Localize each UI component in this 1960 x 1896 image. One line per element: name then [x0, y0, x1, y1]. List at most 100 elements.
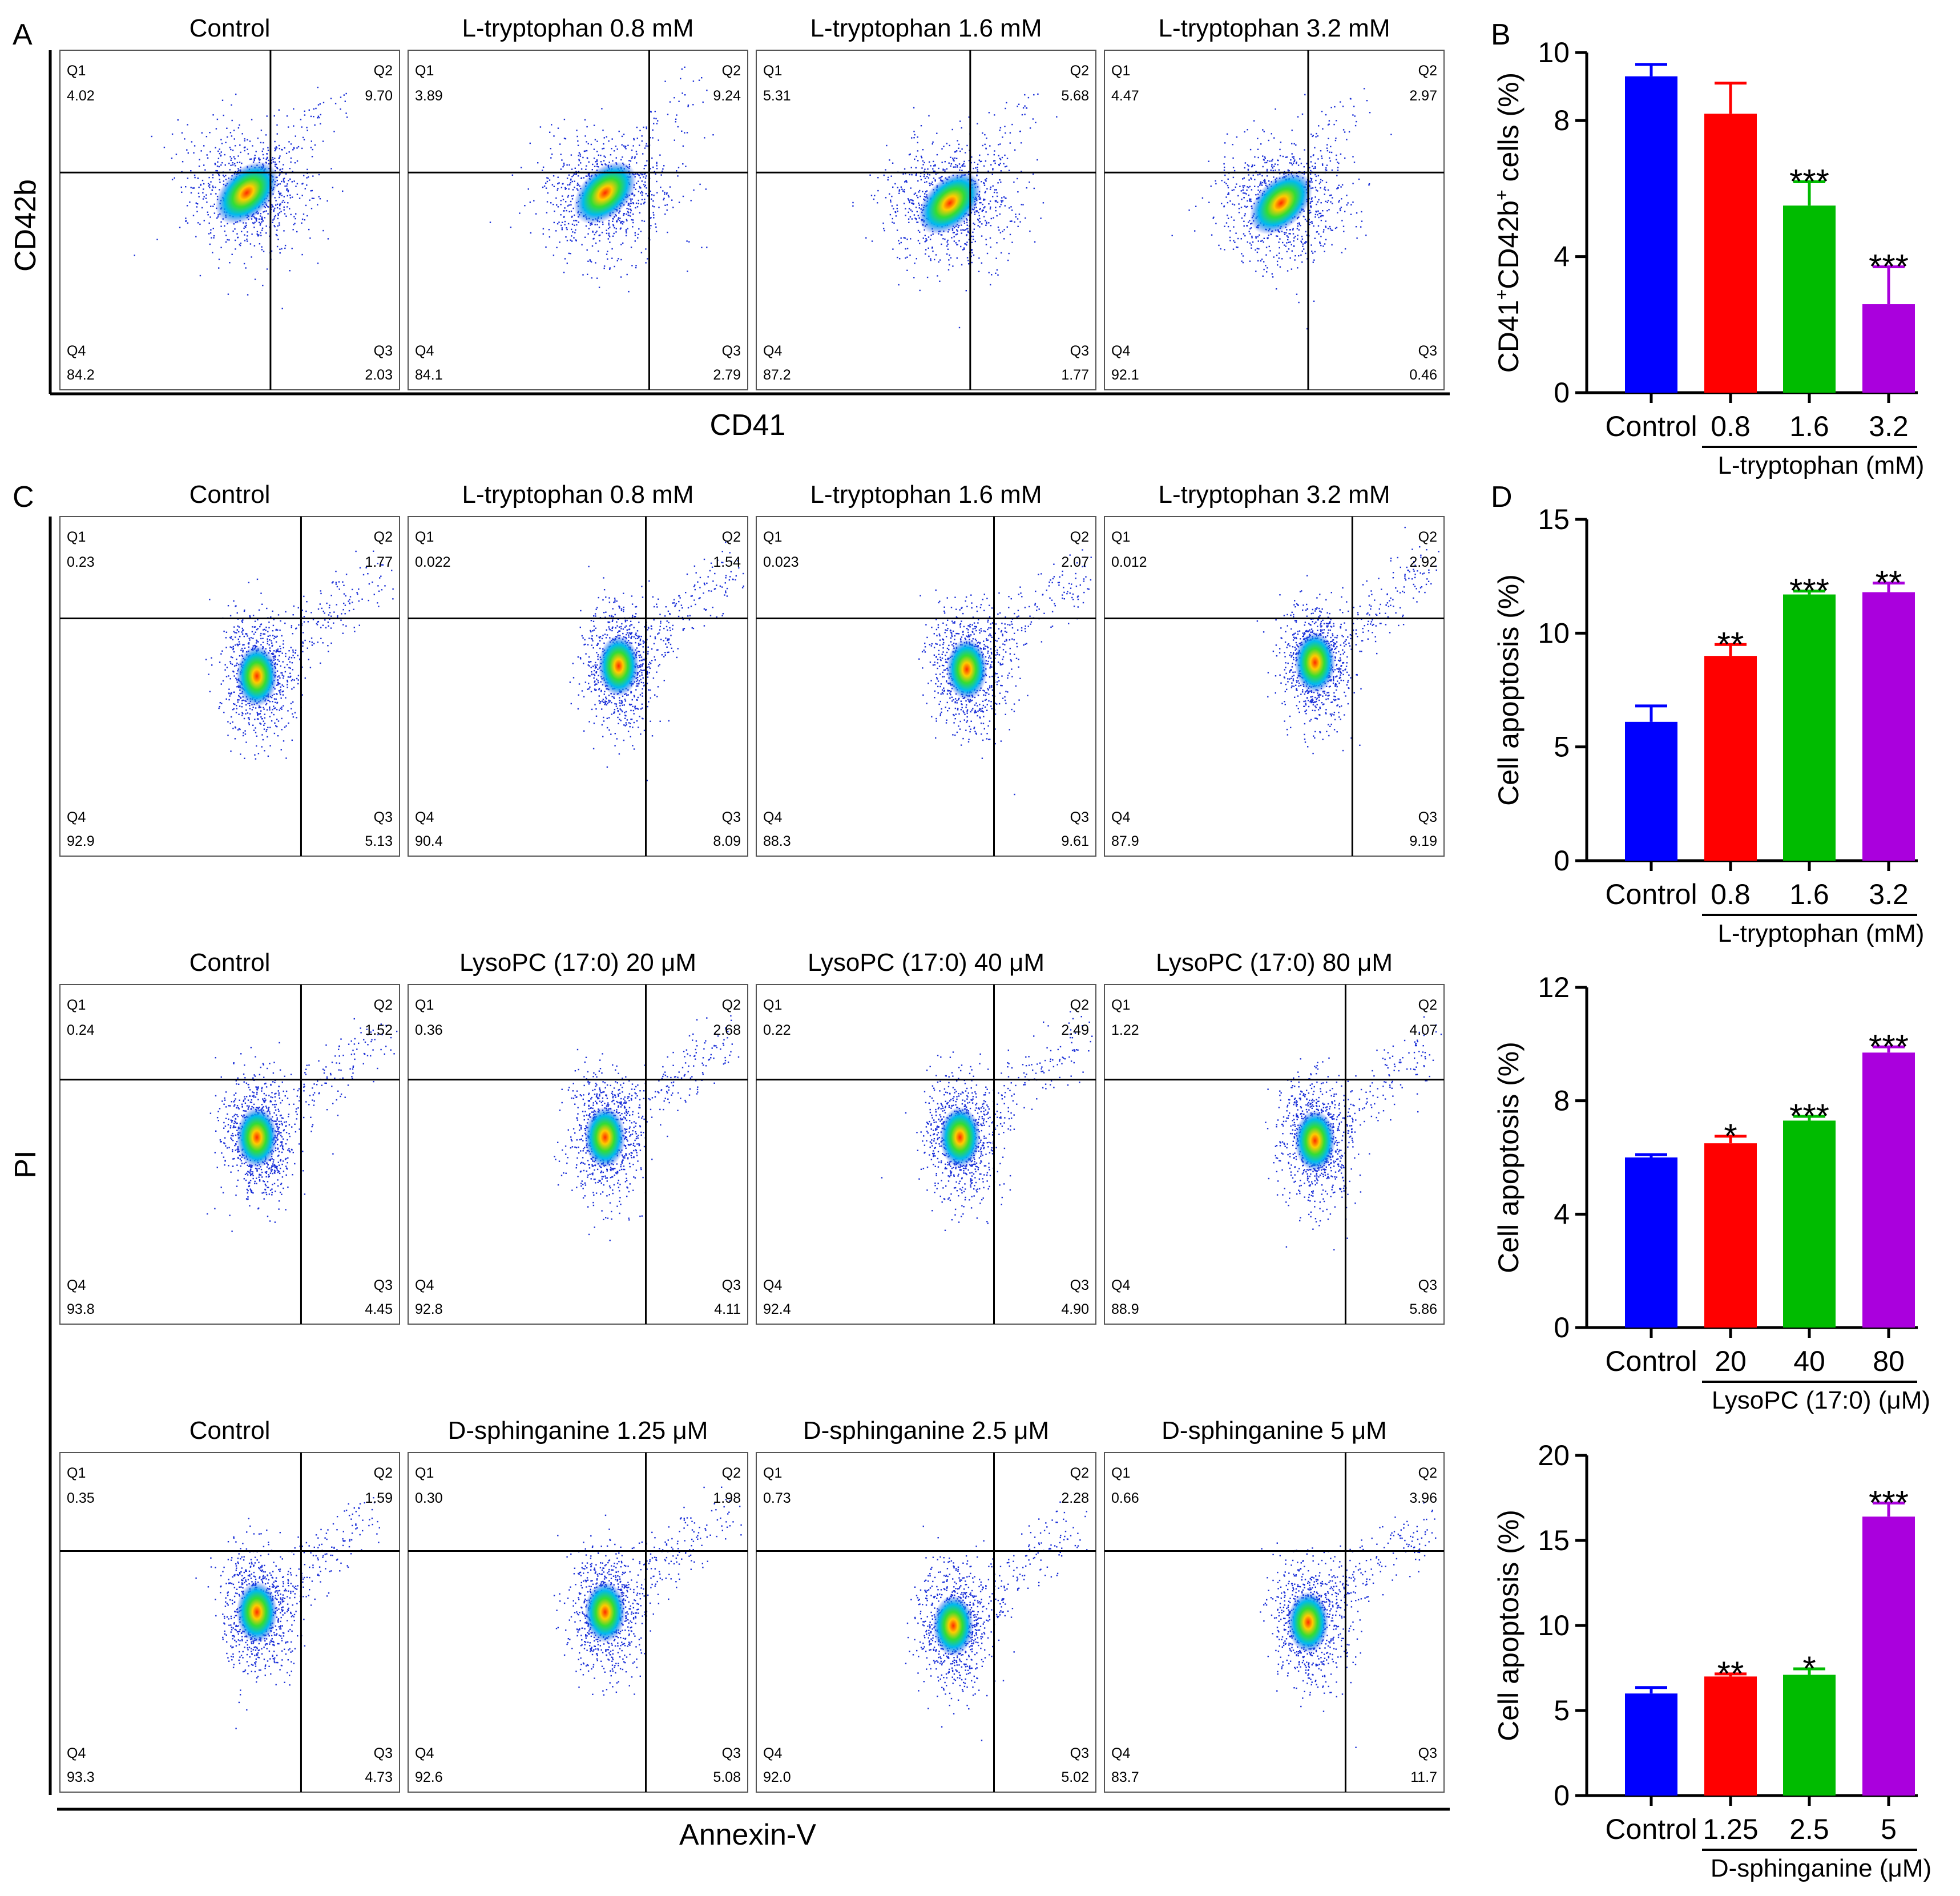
panel-a-3-event [1330, 229, 1332, 231]
panel-c-r0-0-event [260, 638, 262, 640]
panel-c-r0-1-event [735, 575, 737, 577]
panel-a-3-event [1292, 162, 1294, 164]
panel-a-1-event [565, 201, 567, 203]
panel-a-1-event [616, 260, 618, 261]
panel-a-3-event [1341, 184, 1344, 186]
panel-c-r0-0-event [243, 644, 245, 646]
panel-a-0-event [275, 146, 277, 148]
panel-a-3-event [1212, 217, 1214, 219]
panel-a-1-event [642, 153, 644, 155]
panel-a-2-event [869, 174, 871, 176]
panel-a-2-event [966, 221, 968, 224]
panel-a-0-event [197, 222, 199, 224]
panel-c-r0-0-event [263, 633, 264, 635]
panel-a-0-event [322, 229, 324, 232]
panel-a-3-event [1297, 116, 1299, 118]
panel-a: CD42b CD41 ControlQ14.02Q29.70Q484.2Q32.… [9, 14, 1450, 442]
panel-a-0-event [273, 218, 275, 220]
panel-a-3-event [1317, 175, 1320, 177]
panel-c-r0-0-event [312, 619, 314, 620]
panel-a-1-event [596, 231, 598, 232]
panel-a-1-event [561, 159, 563, 161]
panel-a-0-event [295, 213, 297, 215]
panel-c-r0-0-event [287, 687, 288, 688]
panel-a-2-event [974, 211, 975, 213]
panel-c-r0-1-event [735, 579, 736, 581]
panel-a-2-event [889, 213, 892, 216]
panel-c-r0-0-event [285, 611, 287, 613]
panel-c-r0-0-event [221, 650, 223, 652]
panel-a-0-event [204, 169, 206, 171]
panel-a-2-event [972, 235, 974, 237]
panel-a-3-event [1227, 201, 1229, 204]
panel-a-2-event [999, 179, 1001, 181]
panel-c-r0-0-event [292, 669, 293, 671]
panel-a-2-event [979, 221, 981, 223]
panel-c-r0-0-event [348, 600, 349, 602]
panel-a-2-event [912, 199, 913, 201]
panel-a-0-event [272, 157, 273, 159]
panel-a-1-event [599, 234, 601, 236]
panel-c-r0-0-event [317, 642, 318, 643]
panel-a-1-event [686, 240, 688, 242]
panel-a-3-event [1312, 135, 1313, 138]
panel-a-2-event [981, 235, 983, 237]
panel-c-r0-0-event [256, 745, 257, 747]
panel-a-0-event [212, 174, 214, 176]
panel-a-3-event [1288, 170, 1289, 172]
panel-c-r0-0-event [273, 708, 275, 709]
panel-a-0-event [233, 138, 235, 140]
panel-c-r0-0-event [233, 708, 235, 710]
panel-a-3-event [1223, 205, 1225, 208]
panel-a-2-event [984, 206, 986, 208]
panel-c-r0-0-event [238, 713, 240, 715]
panel-a-2-event [914, 192, 917, 194]
panel-a-2-event [951, 229, 954, 231]
panel-a-1-event [547, 192, 549, 194]
panel-c-r0-0-event [253, 633, 255, 635]
panel-c-r0-0-event [244, 730, 246, 732]
panel-a-0-event [262, 154, 264, 156]
panel-a-1-event [625, 230, 627, 232]
panel-a-0-event [299, 197, 301, 199]
panel-a-2-event [906, 269, 908, 271]
panel-c-r0-0-event [273, 698, 276, 700]
panel-a-2-event [921, 167, 923, 169]
panel-a-3-event [1244, 192, 1246, 194]
panel-a-1-event [652, 205, 654, 207]
panel-c-r0-0-event [231, 716, 232, 718]
panel-a-0-event [272, 161, 275, 163]
panel-a-1-event [580, 162, 582, 164]
panel-c-r0-1-event [606, 717, 608, 719]
panel-c-r0-0-event [260, 635, 261, 636]
panel-a-0-event [209, 243, 211, 245]
panel-a-2-event [1021, 171, 1022, 172]
panel-a-0-event [251, 256, 252, 258]
panel-c-r0-0-event [365, 567, 367, 568]
panel-c-r0-0-event [355, 550, 357, 552]
panel-a-0-event [268, 159, 269, 162]
panel-a-0-event [292, 171, 293, 172]
panel-a-3-event [1325, 220, 1326, 222]
panel-a-2-event [1001, 156, 1003, 159]
panel-a-1-event [643, 168, 645, 170]
panel-c-r0-1-plot: L-tryptophan 0.8 mMQ10.022Q21.54Q490.4Q3… [408, 481, 748, 857]
panel-a-3-event [1224, 142, 1226, 144]
panel-a-1-event [596, 163, 598, 165]
panel-c-r0-0-event [301, 610, 303, 611]
panel-a-0-event [283, 200, 284, 201]
panel-a-2-event [972, 231, 974, 233]
panel-a-0-event [313, 116, 314, 118]
panel-a-0-event [275, 166, 276, 167]
panel-a-0-event [236, 233, 238, 235]
panel-a-0-event [251, 218, 253, 220]
panel-a-2-event [995, 207, 997, 208]
panel-c-r0-0-event [242, 713, 244, 715]
panel-a-2-event [993, 160, 995, 162]
panel-a-0-event [198, 166, 200, 167]
panel-a-0-event [244, 150, 245, 152]
panel-a-1-event [631, 265, 633, 267]
panel-a-0-event [281, 308, 283, 309]
panel-a-3-event [1334, 227, 1337, 229]
panel-a-2-event [958, 326, 961, 329]
